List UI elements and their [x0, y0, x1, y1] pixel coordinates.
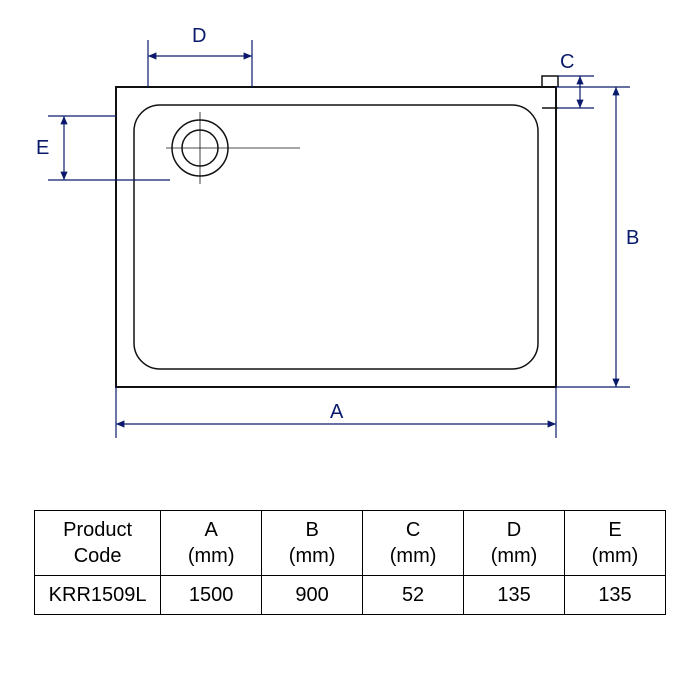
dim-label-a: A [330, 401, 344, 423]
cell-d: 135 [464, 576, 565, 615]
col-header-d: D(mm) [464, 511, 565, 576]
dim-label-d: D [192, 25, 206, 47]
cell-a: 1500 [161, 576, 262, 615]
col-header-e: E(mm) [565, 511, 666, 576]
table-header-row: ProductCode A(mm) B(mm) C(mm) D(mm) E(mm… [35, 511, 666, 576]
col-header-c: C(mm) [363, 511, 464, 576]
cell-e: 135 [565, 576, 666, 615]
col-header-b: B(mm) [262, 511, 363, 576]
col-header-a: A(mm) [161, 511, 262, 576]
dim-label-e: E [36, 137, 49, 159]
spec-table: ProductCode A(mm) B(mm) C(mm) D(mm) E(mm… [34, 510, 666, 615]
table-row: KRR1509L 1500 900 52 135 135 [35, 576, 666, 615]
technical-diagram: D E A B C [20, 20, 660, 460]
cell-code: KRR1509L [35, 576, 161, 615]
dim-label-b: B [626, 227, 639, 249]
cell-c: 52 [363, 576, 464, 615]
col-header-product: ProductCode [35, 511, 161, 576]
cell-b: 900 [262, 576, 363, 615]
dim-label-c: C [560, 51, 574, 73]
